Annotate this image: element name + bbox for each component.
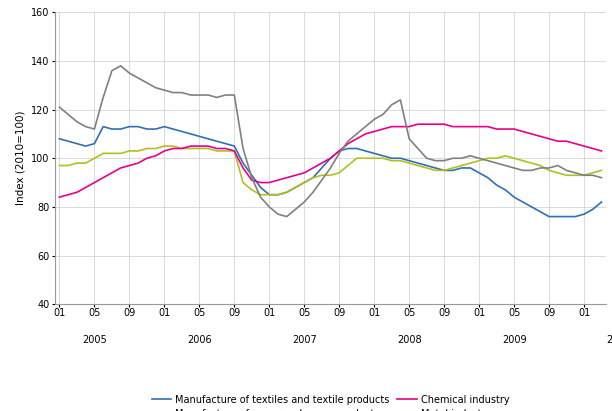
Metal industry <box>598 175 605 180</box>
Text: 2009: 2009 <box>502 335 526 345</box>
Y-axis label: Index (2010=100): Index (2010=100) <box>15 111 26 206</box>
Metal industry <box>117 63 124 68</box>
Manufacture of paper and paper products <box>327 173 334 178</box>
Manufacture of paper and paper products <box>449 166 457 171</box>
Metal industry <box>56 105 63 110</box>
Line: Chemical industry: Chemical industry <box>59 124 602 197</box>
Manufacture of paper and paper products <box>257 192 264 197</box>
Legend: Manufacture of textiles and textile products, Manufacture of paper and paper pro: Manufacture of textiles and textile prod… <box>148 391 513 411</box>
Manufacture of paper and paper products <box>56 163 63 168</box>
Chemical industry <box>204 143 212 148</box>
Chemical industry <box>327 156 334 161</box>
Metal industry <box>345 139 352 144</box>
Manufacture of textiles and textile products <box>335 148 343 153</box>
Manufacture of paper and paper products <box>598 168 605 173</box>
Text: 2006: 2006 <box>187 335 212 345</box>
Manufacture of textiles and textile products <box>598 199 605 204</box>
Text: 2005: 2005 <box>82 335 107 345</box>
Chemical industry <box>598 148 605 153</box>
Text: 2010: 2010 <box>606 335 612 345</box>
Manufacture of paper and paper products <box>345 163 352 168</box>
Text: 2008: 2008 <box>397 335 422 345</box>
Metal industry <box>589 173 597 178</box>
Manufacture of paper and paper products <box>589 170 597 175</box>
Metal industry <box>213 95 220 100</box>
Line: Manufacture of textiles and textile products: Manufacture of textiles and textile prod… <box>59 127 602 217</box>
Metal industry <box>449 156 457 161</box>
Chemical industry <box>56 195 63 200</box>
Chemical industry <box>414 122 422 127</box>
Chemical industry <box>441 122 448 127</box>
Metal industry <box>283 214 291 219</box>
Manufacture of paper and paper products <box>161 143 168 148</box>
Chemical industry <box>309 166 316 171</box>
Manufacture of textiles and textile products <box>56 136 63 141</box>
Manufacture of paper and paper products <box>231 148 238 153</box>
Manufacture of textiles and textile products <box>545 214 553 219</box>
Manufacture of paper and paper products <box>213 148 220 153</box>
Manufacture of textiles and textile products <box>231 143 238 148</box>
Manufacture of textiles and textile products <box>441 168 448 173</box>
Chemical industry <box>222 146 230 151</box>
Metal industry <box>327 166 334 171</box>
Manufacture of textiles and textile products <box>589 207 597 212</box>
Chemical industry <box>589 146 597 151</box>
Line: Manufacture of paper and paper products: Manufacture of paper and paper products <box>59 146 602 195</box>
Text: 2007: 2007 <box>292 335 316 345</box>
Line: Metal industry: Metal industry <box>59 66 602 217</box>
Manufacture of textiles and textile products <box>100 124 107 129</box>
Manufacture of textiles and textile products <box>318 166 326 171</box>
Metal industry <box>231 92 238 97</box>
Manufacture of textiles and textile products <box>213 139 220 144</box>
